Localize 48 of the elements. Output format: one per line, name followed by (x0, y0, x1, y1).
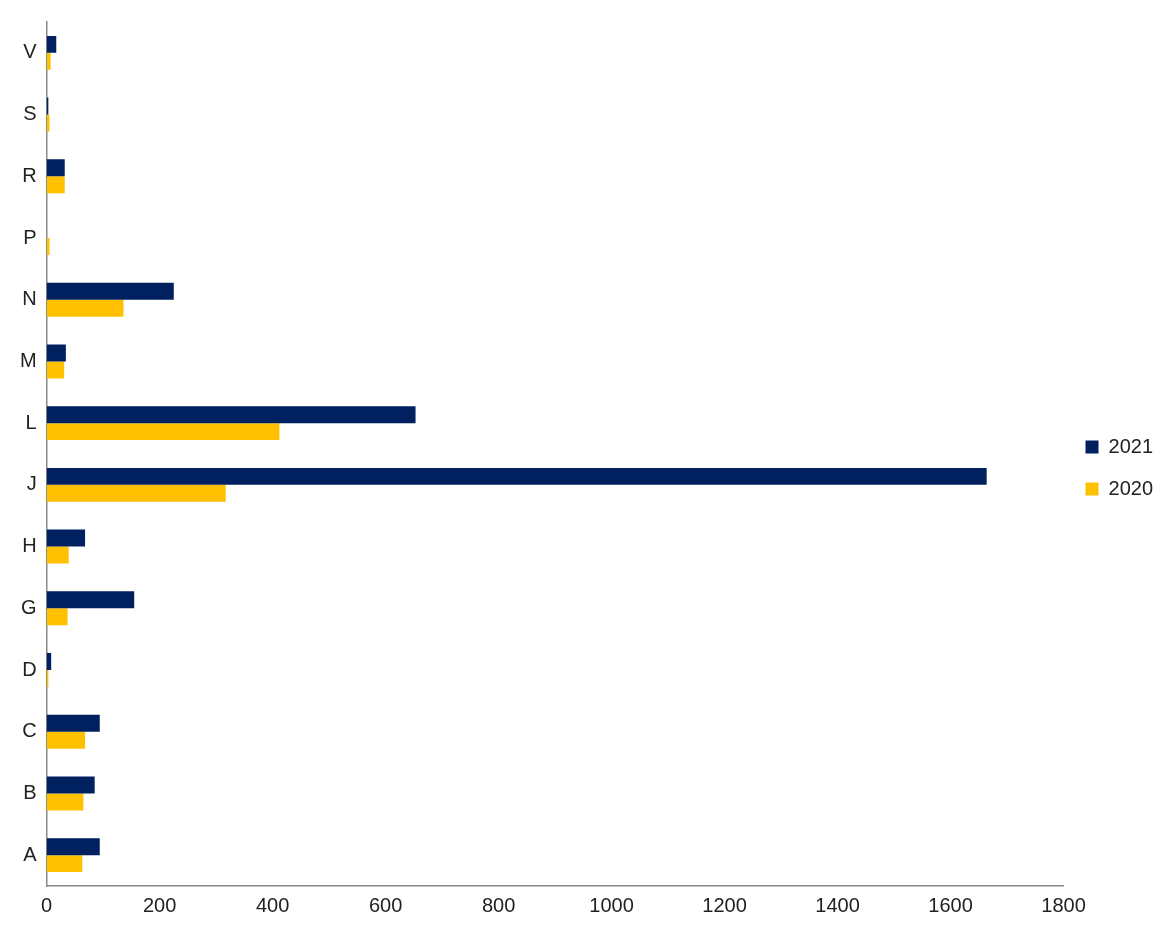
bar (46, 591, 135, 609)
bar (46, 608, 68, 626)
x-tick-label: 200 (142, 893, 177, 916)
bar (46, 35, 57, 53)
x-tick-label: 1200 (702, 893, 747, 916)
x-tick-label: 600 (368, 893, 403, 916)
bar (46, 838, 100, 856)
bar (46, 282, 174, 300)
y-tick-label: C (22, 719, 37, 742)
y-tick-label: J (26, 472, 37, 495)
bar (46, 793, 84, 811)
y-tick-label: G (21, 595, 37, 618)
bar (46, 406, 416, 424)
bar (46, 731, 86, 749)
bar (46, 529, 86, 547)
legend-label: 2020 (1108, 476, 1154, 499)
y-tick-label: B (23, 780, 37, 803)
x-tick-label: 800 (481, 893, 516, 916)
y-tick-label: M (19, 348, 37, 371)
bar (46, 855, 83, 873)
bar (46, 361, 65, 379)
y-tick-label: H (22, 534, 37, 557)
y-tick-label: N (22, 287, 37, 310)
y-tick-label: R (22, 163, 37, 186)
x-tick-label: 400 (255, 893, 290, 916)
x-tick-label: 1600 (928, 893, 973, 916)
y-tick-label: D (22, 657, 37, 680)
bar (46, 484, 226, 502)
x-tick-label: 1400 (815, 893, 860, 916)
x-tick-label: 1800 (1041, 893, 1086, 916)
bar (46, 714, 100, 732)
bar (46, 546, 69, 564)
bar (46, 299, 124, 317)
x-tick-label: 1000 (589, 893, 634, 916)
bar (46, 344, 66, 362)
x-tick-label: 0 (41, 893, 53, 916)
y-tick-label: V (23, 40, 38, 63)
bar (46, 176, 65, 194)
bar (46, 776, 95, 794)
bar (46, 52, 51, 70)
y-tick-label: P (23, 225, 37, 248)
bar (46, 423, 280, 441)
bar (46, 159, 65, 177)
bar (46, 467, 987, 485)
y-tick-label: L (25, 410, 37, 433)
legend-label: 2021 (1108, 434, 1154, 457)
y-tick-label: A (23, 842, 38, 865)
y-tick-label: S (23, 102, 37, 125)
